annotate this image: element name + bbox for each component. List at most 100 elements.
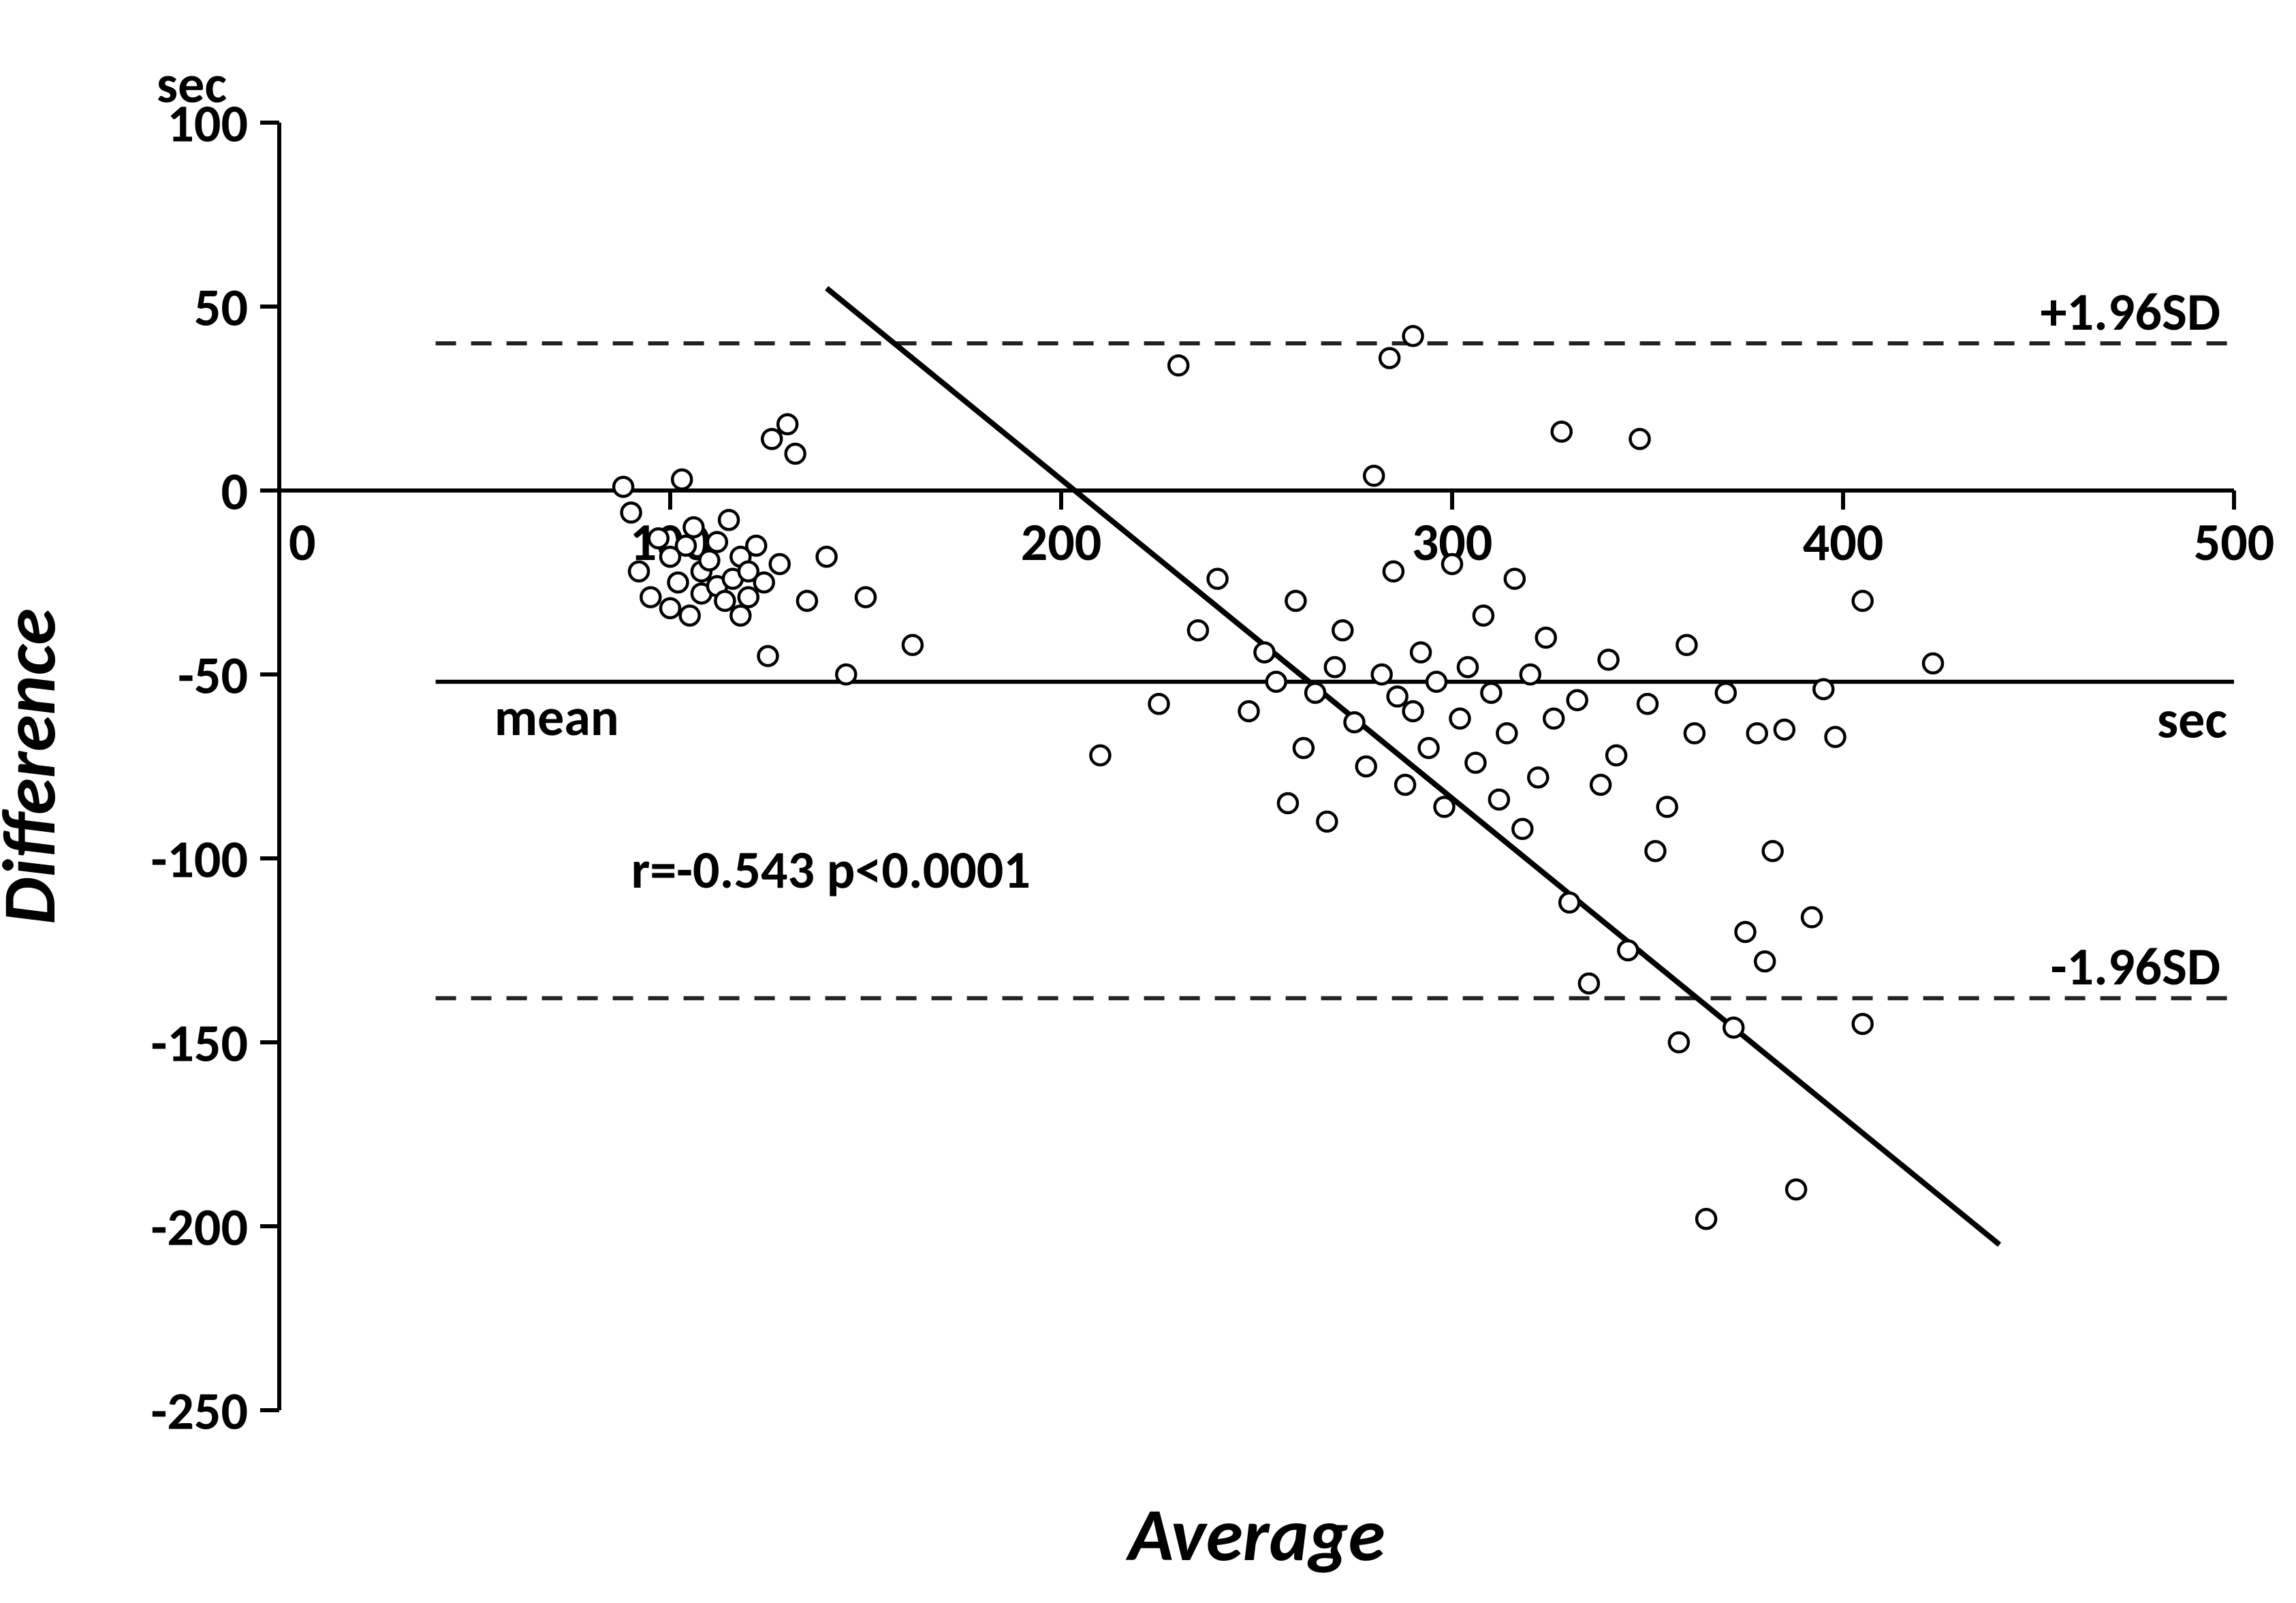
stats-annotation: r=-0.543 p<0.0001 [631, 837, 1031, 902]
scatter-point [1255, 643, 1274, 662]
scatter-point [1775, 720, 1794, 739]
scatter-point [1631, 429, 1650, 448]
scatter-point [680, 606, 699, 625]
scatter-point [699, 551, 719, 570]
scatter-point [622, 503, 641, 522]
scatter-point [1317, 812, 1336, 831]
upper-sd-label: +1.96SD [2041, 279, 2220, 344]
x-tick-label: 400 [1803, 510, 1884, 574]
scatter-point [1294, 738, 1313, 758]
scatter-point [1427, 672, 1446, 691]
scatter-point [786, 444, 805, 463]
scatter-point [903, 636, 922, 655]
scatter-point [1568, 691, 1587, 710]
scatter-point [1505, 570, 1524, 589]
scatter-point [1333, 621, 1352, 640]
scatter-point [739, 588, 758, 607]
scatter-point [1521, 665, 1540, 684]
scatter-point [1923, 654, 1943, 673]
x-tick-label: 500 [2194, 510, 2275, 574]
scatter-point [856, 588, 875, 607]
y-tick-label: -200 [151, 1194, 248, 1259]
scatter-point [836, 665, 855, 684]
scatter-point [1286, 591, 1305, 610]
scatter-point [1150, 694, 1169, 713]
x-axis-unit: sec [2157, 687, 2227, 752]
scatter-point [1618, 941, 1637, 960]
y-tick-label: -250 [151, 1378, 248, 1443]
scatter-point [1458, 657, 1477, 676]
scatter-point [731, 606, 750, 625]
scatter-point [1090, 746, 1110, 765]
scatter-point [1380, 349, 1399, 368]
scatter-point [1419, 738, 1438, 758]
chart-svg: 0100200300400500-250-200-150-100-5005010… [0, 0, 2296, 1603]
y-axis-title: Difference [0, 608, 75, 924]
scatter-point [1528, 768, 1547, 787]
y-axis-unit: sec [157, 52, 227, 116]
scatter-point [1716, 683, 1735, 702]
scatter-point [770, 555, 789, 574]
scatter-point [1591, 775, 1610, 794]
scatter-point [1345, 713, 1364, 732]
scatter-point [1537, 628, 1556, 647]
scatter-point [1787, 1180, 1806, 1199]
scatter-point [1474, 606, 1493, 625]
scatter-point [1814, 680, 1833, 699]
scatter-point [1599, 650, 1618, 669]
scatter-point [668, 573, 687, 592]
scatter-point [1306, 683, 1325, 702]
scatter-point [1466, 753, 1485, 773]
scatter-point [1325, 657, 1344, 676]
scatter-point [1208, 570, 1227, 589]
scatter-point [1372, 665, 1391, 684]
scatter-point [759, 647, 778, 666]
scatter-point [1658, 797, 1677, 816]
scatter-point [672, 470, 691, 489]
scatter-point [649, 529, 668, 548]
scatter-point [719, 510, 738, 529]
scatter-point [1544, 709, 1563, 728]
scatter-point [1189, 621, 1208, 640]
scatter-point [1579, 974, 1599, 993]
scatter-point [1755, 952, 1774, 971]
scatter-point [1240, 702, 1259, 721]
scatter-point [1396, 775, 1415, 794]
scatter-point [1513, 820, 1532, 839]
scatter-point [1384, 562, 1403, 581]
scatter-point [1638, 694, 1657, 713]
scatter-point [641, 588, 660, 607]
scatter-point [1853, 591, 1872, 610]
scatter-point [1724, 1018, 1743, 1037]
scatter-point [1364, 466, 1383, 485]
x-tick-label: 0 [289, 510, 316, 574]
regression-line [827, 288, 2000, 1245]
scatter-point [1497, 723, 1516, 743]
scatter-point [798, 591, 817, 610]
y-tick-label: 0 [221, 458, 248, 523]
y-tick-label: -50 [178, 642, 248, 707]
scatter-point [676, 536, 695, 555]
scatter-point [1443, 555, 1462, 574]
bland-altman-chart: 0100200300400500-250-200-150-100-5005010… [0, 0, 2296, 1603]
scatter-point [1404, 326, 1423, 345]
scatter-point [614, 478, 633, 497]
scatter-point [661, 599, 680, 618]
scatter-point [1411, 643, 1430, 662]
scatter-point [1552, 422, 1571, 441]
scatter-point [1607, 746, 1626, 765]
scatter-point [1763, 841, 1782, 860]
scatter-point [1404, 702, 1423, 721]
scatter-point [1748, 723, 1767, 743]
scatter-point [1267, 672, 1286, 691]
scatter-point [1169, 356, 1188, 375]
scatter-point [1697, 1209, 1716, 1228]
scatter-point [1826, 728, 1845, 747]
scatter-point [1278, 794, 1298, 813]
scatter-point [1853, 1014, 1872, 1033]
mean-label: mean [494, 685, 619, 749]
scatter-point [1357, 757, 1376, 776]
scatter-point [715, 591, 734, 610]
scatter-point [1450, 709, 1469, 728]
scatter-point [684, 518, 703, 537]
